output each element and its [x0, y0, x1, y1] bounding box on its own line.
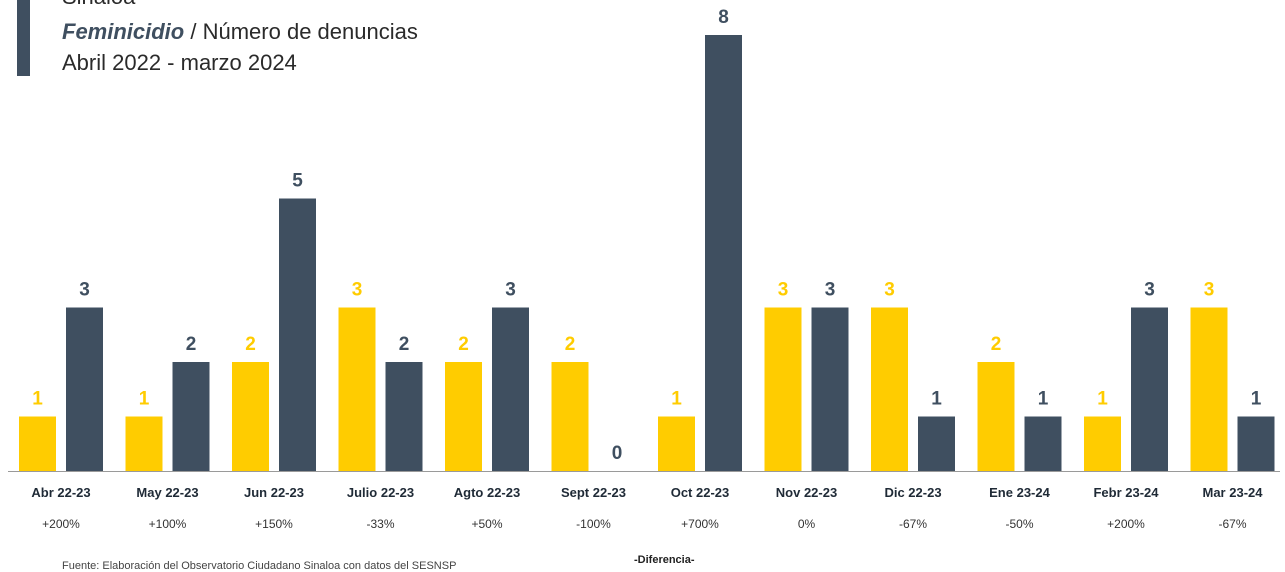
- bar-2023-2024: [279, 198, 316, 471]
- data-label: 2: [458, 334, 469, 355]
- data-label: 3: [79, 280, 90, 301]
- bar-2023-2024: [1024, 416, 1062, 471]
- category-label: Oct 22-23: [671, 485, 730, 500]
- data-label: 0: [612, 443, 623, 464]
- data-label: 3: [1144, 280, 1155, 301]
- bar-2023-2024: [1237, 416, 1275, 471]
- bar-2023-2024: [1131, 307, 1168, 471]
- bar-2023-2024: [811, 307, 849, 471]
- data-label: 1: [139, 389, 150, 410]
- data-label: 3: [884, 280, 895, 301]
- data-label: 1: [1038, 389, 1049, 410]
- data-label: 1: [32, 389, 43, 410]
- bar-2023-2024: [66, 307, 103, 471]
- category-label: Nov 22-23: [776, 485, 837, 500]
- bar-2023-2024: [492, 307, 529, 471]
- data-label: 2: [186, 334, 197, 355]
- bar-2022-2023: [232, 362, 269, 471]
- bar-2022-2023: [1084, 416, 1121, 471]
- difference-value: +50%: [471, 517, 502, 531]
- data-label: 3: [352, 280, 363, 301]
- accent-bar: [17, 0, 30, 76]
- state-title: Sinaloa: [62, 0, 135, 10]
- difference-value: +150%: [255, 517, 293, 531]
- category-label: May 22-23: [136, 485, 198, 500]
- bar-2023-2024: [385, 362, 423, 471]
- difference-value: +200%: [1107, 517, 1145, 531]
- subtitle-separator: /: [184, 19, 203, 44]
- chart-header: Sinaloa Feminicidio / Número de denuncia…: [0, 0, 600, 90]
- data-label: 2: [565, 334, 576, 355]
- category-label: Julio 22-23: [347, 485, 414, 500]
- difference-value: 0%: [798, 517, 816, 531]
- category-label: Agto 22-23: [454, 485, 520, 500]
- category-label: Ene 23-24: [989, 485, 1050, 500]
- difference-value: -67%: [1218, 517, 1246, 531]
- crime-name: Feminicidio: [62, 19, 185, 44]
- data-label: 3: [1204, 280, 1215, 301]
- bar-2022-2023: [338, 307, 376, 471]
- bar-2022-2023: [764, 307, 802, 471]
- category-label: Sept 22-23: [561, 485, 626, 500]
- chart-subtitle: Feminicidio / Número de denuncias: [62, 19, 418, 45]
- bar-2023-2024: [918, 416, 955, 471]
- difference-value: +700%: [681, 517, 719, 531]
- bar-2022-2023: [19, 416, 56, 471]
- data-label: 2: [991, 334, 1002, 355]
- difference-value: -33%: [366, 517, 394, 531]
- bar-2022-2023: [551, 362, 589, 471]
- bar-2022-2023: [445, 362, 482, 471]
- period-label: Abril 2022 - marzo 2024: [62, 50, 297, 75]
- data-label: 3: [778, 280, 789, 301]
- data-label: 5: [292, 171, 303, 192]
- bar-2022-2023: [977, 362, 1015, 471]
- data-label: 3: [825, 280, 836, 301]
- bar-2023-2024: [705, 35, 742, 471]
- data-label: 2: [245, 334, 256, 355]
- difference-value: -100%: [576, 517, 611, 531]
- category-label: Mar 23-24: [1203, 485, 1264, 500]
- data-label: 8: [718, 7, 729, 28]
- data-label: 1: [671, 389, 682, 410]
- bar-2022-2023: [125, 416, 163, 471]
- difference-value: -67%: [899, 517, 927, 531]
- category-label: Abr 22-23: [31, 485, 90, 500]
- bar-2023-2024: [172, 362, 210, 471]
- difference-value: +100%: [149, 517, 187, 531]
- category-label: Febr 23-24: [1093, 485, 1159, 500]
- category-label: Dic 22-23: [884, 485, 941, 500]
- data-label: 2: [399, 334, 410, 355]
- metric-name: Número de denuncias: [202, 19, 418, 44]
- difference-value: +200%: [42, 517, 80, 531]
- source-footnote: Fuente: Elaboración del Observatorio Ciu…: [62, 560, 457, 572]
- difference-value: -50%: [1005, 517, 1033, 531]
- bar-2022-2023: [1190, 307, 1228, 471]
- data-label: 1: [1251, 389, 1262, 410]
- data-label: 1: [1097, 389, 1108, 410]
- difference-label: -Diferencia-: [634, 554, 695, 566]
- bar-2022-2023: [871, 307, 908, 471]
- bar-2022-2023: [658, 416, 695, 471]
- data-label: 1: [931, 389, 942, 410]
- category-label: Jun 22-23: [244, 485, 304, 500]
- data-label: 3: [505, 280, 516, 301]
